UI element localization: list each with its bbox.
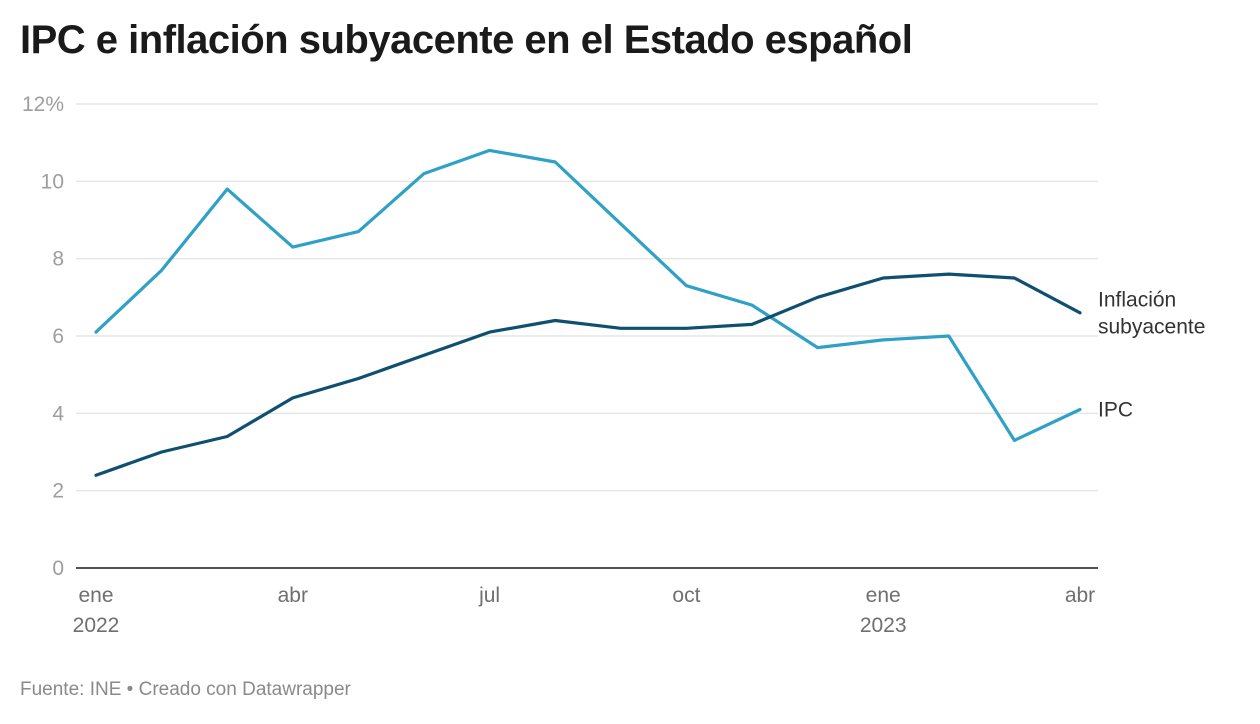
- y-tick-label: 6: [52, 325, 64, 348]
- x-tick-label: abr: [278, 584, 308, 607]
- series-lines: [94, 148, 1082, 477]
- series-line-inflacion-subyacente: [94, 272, 1082, 477]
- chart-title: IPC e inflación subyacente en el Estado …: [20, 18, 913, 62]
- x-tick-label: abr: [1065, 584, 1095, 607]
- y-axis-ticks: 0 2 4 6 8 10 12%: [22, 93, 64, 580]
- series-line-ipc: [94, 148, 1082, 442]
- x-tick-label: ene: [866, 584, 901, 607]
- x-tick-label: ene: [78, 584, 113, 607]
- y-tick-label: 4: [52, 402, 64, 425]
- gridlines: [76, 103, 1098, 492]
- series-labels: IPC Inflación subyacente: [1098, 288, 1205, 421]
- x-axis-ticks: ene 2022 abr jul oct ene 2023 abr: [73, 584, 1096, 637]
- x-tick-label: jul: [478, 584, 500, 607]
- x-tick-year-label: 2023: [860, 614, 907, 637]
- y-tick-label: 8: [52, 248, 64, 271]
- y-tick-label: 10: [41, 170, 64, 193]
- x-tick-label: oct: [672, 584, 700, 607]
- series-label: subyacente: [1098, 315, 1205, 338]
- y-tick-label: 0: [52, 557, 64, 580]
- series-label: IPC: [1098, 398, 1133, 421]
- source-credit: Fuente: INE • Creado con Datawrapper: [20, 679, 351, 700]
- y-tick-label: 2: [52, 480, 64, 503]
- series-label: Inflación: [1098, 288, 1176, 311]
- x-tick-year-label: 2022: [73, 614, 120, 637]
- y-tick-label: 12%: [22, 93, 64, 116]
